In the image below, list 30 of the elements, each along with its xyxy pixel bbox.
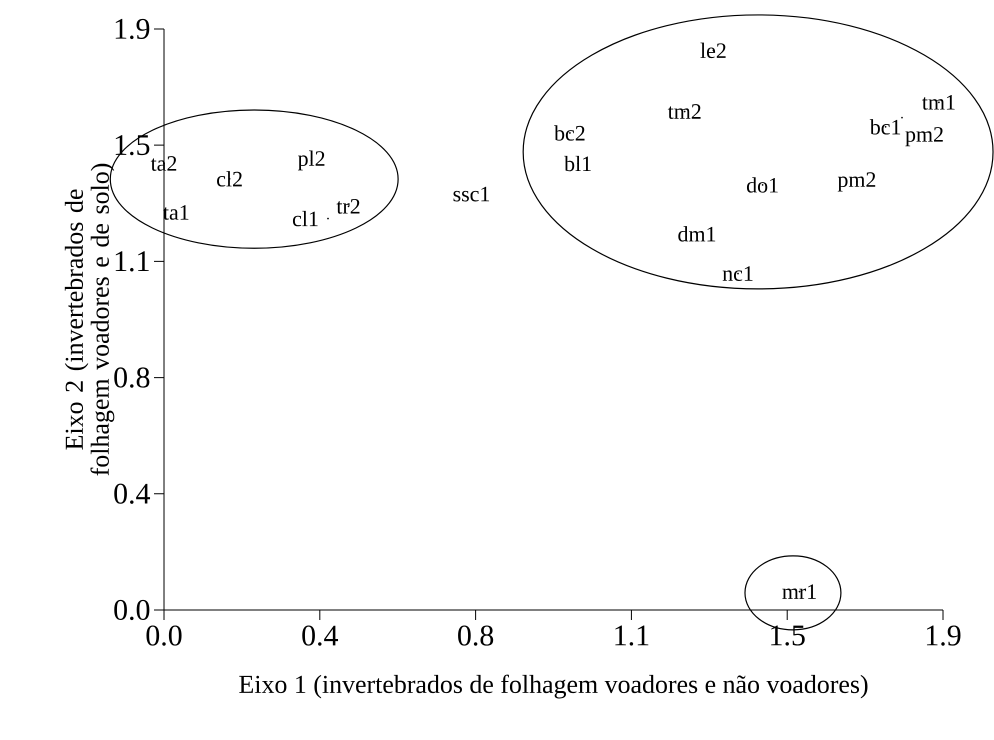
data-label: ssc1	[454, 186, 490, 202]
data-label: do1	[746, 177, 778, 193]
y-tick-label: 1.9	[116, 18, 150, 40]
data-label: tm2	[668, 104, 701, 119]
x-tick-label: 1.9	[926, 626, 960, 646]
data-label: mr1	[782, 584, 816, 599]
y-axis-title: Eixo 2 (invertebrados de folhagem voadores e de solo)	[64, 164, 114, 476]
x-tick-label: 1.5	[771, 626, 805, 646]
y-tick-label: 0.0	[114, 600, 150, 620]
data-label: cl2	[217, 171, 242, 187]
data-label: pm2	[905, 127, 943, 146]
data-label: cl1	[292, 210, 318, 226]
data-label: nc1	[722, 266, 753, 281]
y-tick-label: 1.1	[116, 251, 149, 272]
data-label: pl2	[298, 150, 324, 170]
data-label: pm2	[838, 172, 876, 192]
x-tick-label: 0.8	[458, 626, 494, 646]
x-axis-title: Eixo 1 (invertebrados de folhagem voadores e não voadores)	[239, 674, 868, 698]
data-label: dm1	[678, 226, 716, 242]
data-label: bc2	[554, 125, 585, 141]
y-tick-label: 0.8	[114, 367, 150, 388]
x-tick-label: 0.0	[146, 626, 182, 646]
data-label: le2	[700, 42, 726, 58]
data-label: bl1	[564, 156, 591, 172]
data-label: bc1	[870, 119, 900, 135]
y-tick-label: 0.4	[114, 484, 150, 504]
x-tick-label: 1.1	[615, 626, 648, 646]
data-label: tm1	[922, 95, 955, 110]
data-label: tr2	[336, 198, 360, 214]
x-tick-label: 0.4	[302, 626, 338, 646]
